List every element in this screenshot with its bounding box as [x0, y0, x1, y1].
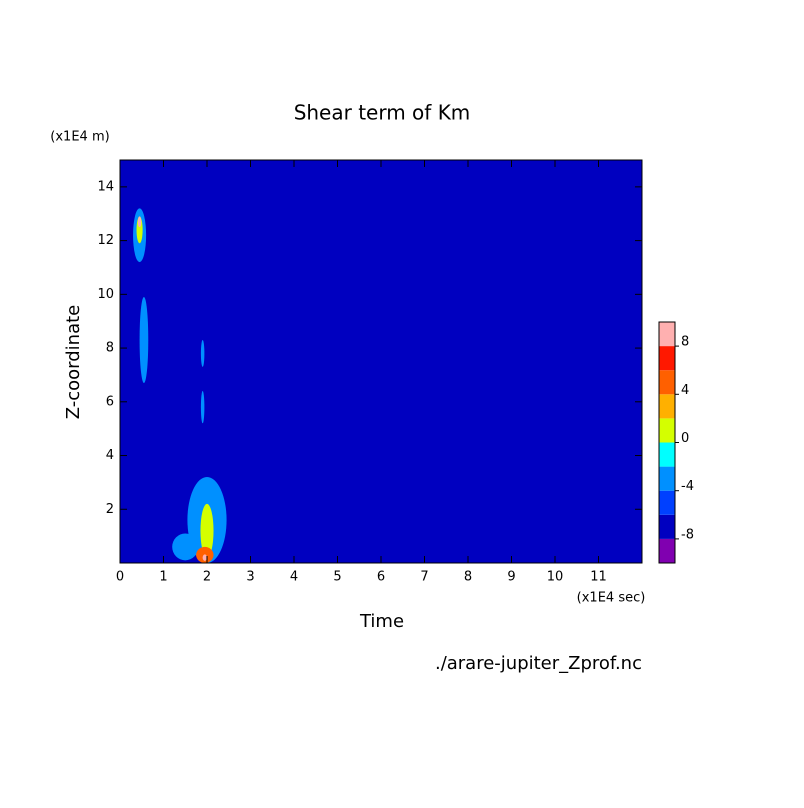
- x-tick-label: 3: [246, 570, 254, 585]
- y-tick-label: 14: [97, 179, 114, 194]
- x-tick-label: 5: [333, 570, 341, 585]
- footer: ./arare-jupiter_Zprof.nc: [435, 653, 642, 674]
- colorbar-band: [659, 322, 675, 347]
- x-tick-label: 9: [507, 570, 515, 585]
- x-tick-label: 7: [420, 570, 428, 585]
- y-tick-label: 10: [97, 287, 114, 302]
- contour-patch: [137, 216, 142, 228]
- y-tick-label: 2: [106, 502, 114, 517]
- x-unit: (x1E4 sec): [577, 591, 646, 606]
- x-tick-label: 8: [464, 570, 472, 585]
- contour-patch: [202, 554, 207, 561]
- contour-patch: [200, 340, 205, 367]
- x-tick-label: 4: [290, 570, 298, 585]
- colorbar-tick-label: -8: [681, 527, 694, 542]
- y-tick-label: 6: [106, 394, 114, 409]
- x-tick-label: 6: [377, 570, 385, 585]
- x-label: Time: [359, 611, 404, 632]
- x-tick-label: 11: [590, 570, 607, 585]
- x-tick-label: 2: [203, 570, 211, 585]
- colorbar-band: [659, 370, 675, 395]
- y-unit: (x1E4 m): [50, 130, 109, 145]
- contour-patch: [200, 503, 214, 558]
- colorbar-band: [659, 466, 675, 491]
- colorbar-band: [659, 538, 675, 563]
- colorbar-band: [659, 418, 675, 443]
- x-tick-label: 10: [547, 570, 564, 585]
- colorbar-tick-label: 4: [681, 383, 689, 398]
- y-tick-label: 12: [97, 233, 114, 248]
- y-tick-label: 8: [106, 341, 114, 356]
- colorbar-tick-label: 0: [681, 431, 689, 446]
- x-tick-label: 1: [159, 570, 167, 585]
- y-tick-label: 4: [106, 448, 114, 463]
- y-label: Z-coordinate: [63, 305, 84, 420]
- colorbar-band: [659, 394, 675, 419]
- colorbar-band: [659, 490, 675, 515]
- colorbar-band: [659, 346, 675, 371]
- contour-patch: [172, 533, 199, 561]
- contour-patch: [200, 391, 205, 424]
- chart-title: Shear term of Km: [294, 101, 471, 125]
- x-tick-label: 0: [116, 570, 124, 585]
- colorbar-tick-label: -4: [681, 479, 694, 494]
- colorbar-band: [659, 514, 675, 539]
- colorbar-tick-label: 8: [681, 335, 689, 350]
- contour-patch: [139, 297, 149, 383]
- colorbar-band: [659, 442, 675, 467]
